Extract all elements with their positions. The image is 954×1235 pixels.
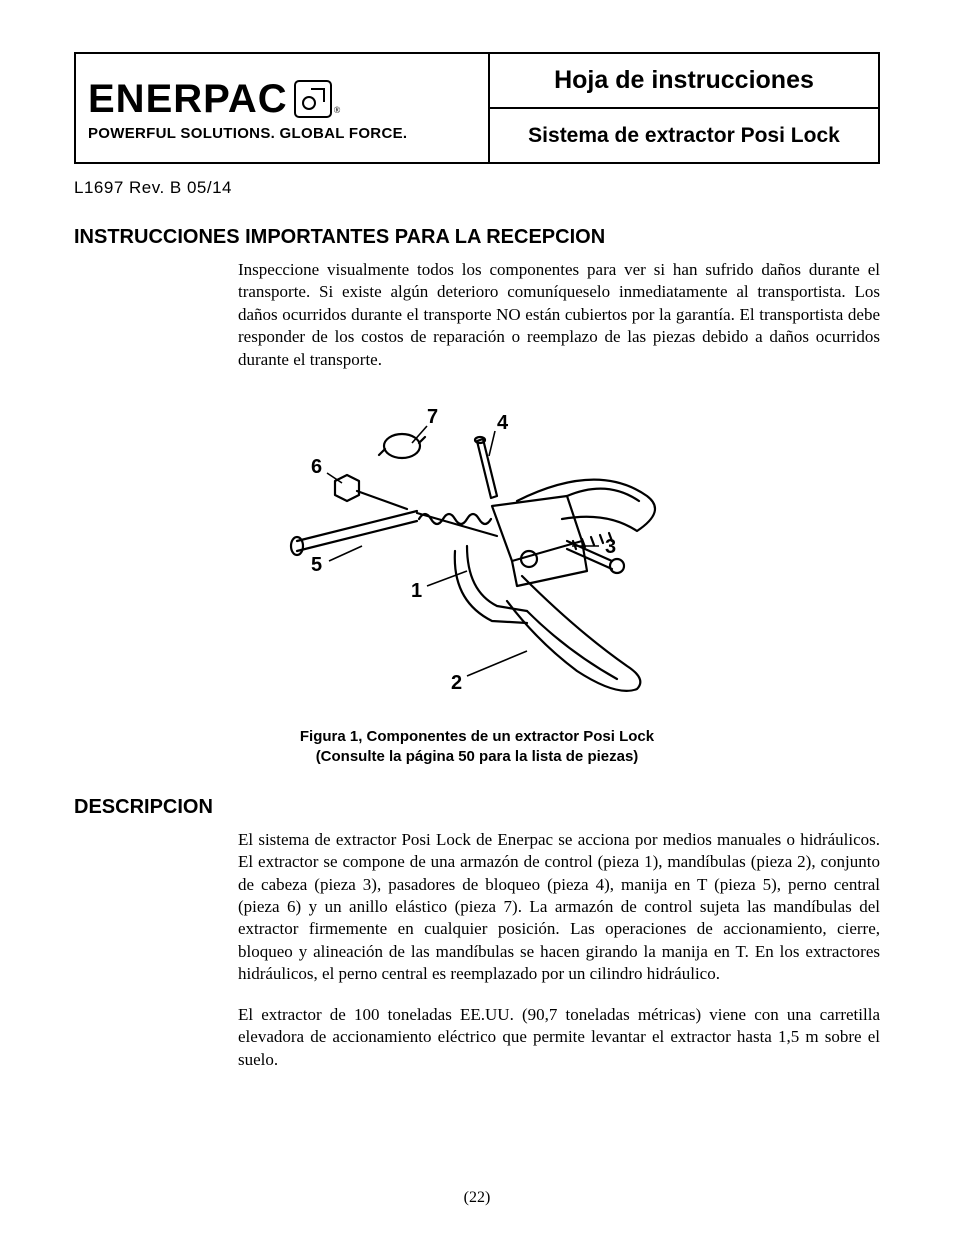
callout-6: 6 [311, 456, 322, 478]
document-title: Hoja de instrucciones [490, 54, 878, 109]
figure-caption-line-1: Figura 1, Componentes de un extractor Po… [300, 728, 654, 745]
document-subtitle: Sistema de extractor Posi Lock [490, 109, 878, 162]
header-right-cell: Hoja de instrucciones Sistema de extract… [490, 54, 878, 162]
reception-body: Inspeccione visualmente todos los compon… [238, 259, 880, 371]
callout-4: 4 [497, 412, 509, 434]
extractor-diagram: 7 4 3 6 5 1 2 [267, 401, 687, 711]
description-body-2: El extractor de 100 toneladas EE.UU. (90… [238, 1004, 880, 1071]
figure-caption-line-2: (Consulte la página 50 para la lista de … [316, 748, 639, 765]
brand-tagline: POWERFUL SOLUTIONS. GLOBAL FORCE. [88, 125, 476, 142]
document-page: ENERPAC ® POWERFUL SOLUTIONS. GLOBAL FOR… [0, 0, 954, 1235]
callout-5: 5 [311, 554, 322, 576]
registered-mark: ® [334, 105, 341, 115]
figure-caption: Figura 1, Componentes de un extractor Po… [300, 727, 654, 768]
page-number: (22) [0, 1189, 954, 1207]
callout-1: 1 [411, 580, 422, 602]
section-heading-reception: INSTRUCCIONES IMPORTANTES PARA LA RECEPC… [74, 226, 880, 249]
document-reference: L1697 Rev. B 05/14 [74, 178, 880, 198]
header-box: ENERPAC ® POWERFUL SOLUTIONS. GLOBAL FOR… [74, 52, 880, 164]
brand-icon [294, 80, 332, 118]
brand-wordmark: ENERPAC [88, 79, 288, 119]
header-left-cell: ENERPAC ® POWERFUL SOLUTIONS. GLOBAL FOR… [76, 54, 490, 162]
callout-3: 3 [605, 536, 616, 558]
figure-1: 7 4 3 6 5 1 2 Figura 1, Componentes de u… [74, 401, 880, 768]
callout-2: 2 [451, 672, 462, 694]
description-body-1: El sistema de extractor Posi Lock de Ene… [238, 829, 880, 986]
section-heading-description: DESCRIPCION [74, 796, 880, 819]
callout-7: 7 [427, 406, 438, 428]
brand-logo: ENERPAC ® [88, 79, 476, 119]
